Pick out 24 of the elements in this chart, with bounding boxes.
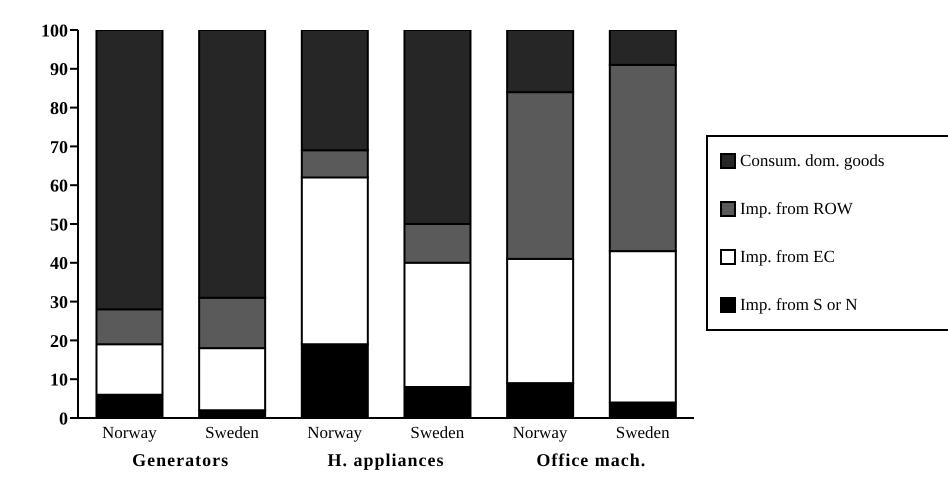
y-tick-label: 40 xyxy=(50,253,68,274)
text: H. appliances xyxy=(326,450,446,471)
y-tick-label: 90 xyxy=(50,59,68,80)
text: Generators xyxy=(131,450,230,471)
y-tick-label: 80 xyxy=(50,98,68,118)
x-tick-label: Sweden xyxy=(410,423,465,442)
x-tick-label: Sweden xyxy=(616,423,670,442)
legend-label: Imp. from EC xyxy=(740,247,835,267)
x-tick-label: Sweden xyxy=(205,423,260,442)
x-tick-label: Norway xyxy=(512,423,568,442)
y-tick-label: 50 xyxy=(50,214,68,234)
y-tick-label: 60 xyxy=(50,176,68,196)
y-tick-label: 70 xyxy=(50,136,68,157)
x-tick-label: Norway xyxy=(102,423,158,442)
y-tick-label: 100 xyxy=(41,20,68,40)
x-tick-label: Norway xyxy=(307,423,363,442)
y-tick-label: 20 xyxy=(50,330,68,351)
y-tick-label: 0 xyxy=(59,408,68,428)
y-tick-label: 10 xyxy=(50,370,68,390)
legend-label: Imp. from ROW xyxy=(740,199,853,219)
legend-label: Consum. dom. goods xyxy=(740,151,885,171)
text: Office mach. xyxy=(535,450,648,471)
legend-label: Imp. from S or N xyxy=(740,295,858,315)
y-tick-label: 30 xyxy=(50,292,68,312)
